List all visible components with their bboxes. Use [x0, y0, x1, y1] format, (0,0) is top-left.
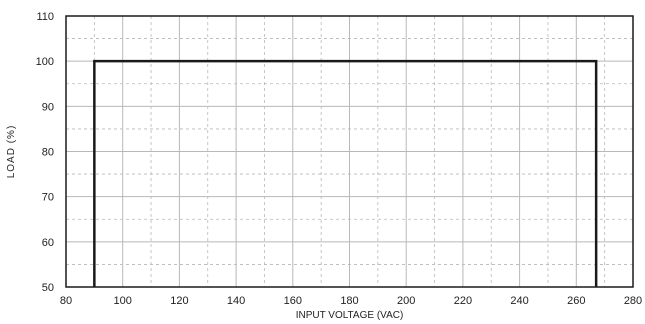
x-tick-label: 80	[60, 295, 72, 307]
x-tick-label: 200	[397, 295, 415, 307]
plot-frame	[65, 15, 634, 288]
x-tick-label: 100	[114, 295, 132, 307]
y-tick-label: 80	[42, 147, 54, 159]
y-tick-label: 50	[42, 282, 54, 294]
y-axis-label: LOAD (%)	[6, 125, 17, 179]
y-tick-label: 70	[42, 192, 54, 204]
x-tick-labels: 80 100 120 140 160 180 200 220 240 260 280	[60, 295, 642, 307]
x-tick-label: 140	[227, 295, 245, 307]
x-axis-label: INPUT VOLTAGE (VAC)	[296, 310, 404, 321]
x-tick-label: 180	[340, 295, 358, 307]
x-tick-label: 220	[454, 295, 472, 307]
x-tick-label: 260	[567, 295, 585, 307]
x-tick-label: 120	[170, 295, 188, 307]
y-tick-label: 110	[36, 11, 54, 23]
series-line-0	[93, 59, 598, 287]
x-tick-label: 160	[284, 295, 302, 307]
series-layer	[93, 59, 598, 287]
y-tick-label: 90	[42, 101, 54, 113]
y-tick-label: 60	[42, 237, 54, 249]
x-tick-label: 280	[624, 295, 642, 307]
y-tick-labels: 50 60 70 80 90 100 110	[36, 11, 54, 294]
grid	[66, 16, 633, 287]
y-tick-label: 100	[36, 56, 54, 68]
x-tick-label: 240	[510, 295, 528, 307]
